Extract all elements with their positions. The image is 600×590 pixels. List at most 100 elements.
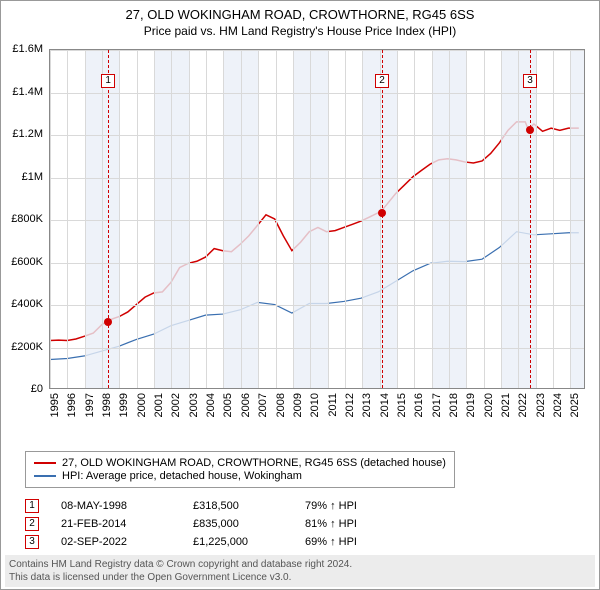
- x-tick-label: 2021: [500, 393, 512, 417]
- hgrid: [50, 220, 584, 221]
- sale-vline: [530, 50, 531, 388]
- x-tick-label: 1995: [49, 393, 61, 417]
- footer-line2: This data is licensed under the Open Gov…: [9, 571, 591, 584]
- sale-row: 3 02-SEP-2022 £1,225,000 69% ↑ HPI: [25, 535, 357, 549]
- sale-pct: 81% ↑ HPI: [305, 518, 357, 530]
- vgrid: [258, 50, 259, 388]
- sale-vline: [382, 50, 383, 388]
- vgrid: [397, 50, 398, 388]
- sales-table: 108-MAY-1998£318,50079% ↑ HPI221-FEB-201…: [25, 495, 357, 553]
- y-tick-label: £0: [31, 383, 43, 395]
- background-band: [570, 50, 585, 388]
- x-tick-label: 2008: [275, 393, 287, 417]
- hgrid: [50, 305, 584, 306]
- x-tick-label: 2012: [344, 393, 356, 417]
- x-tick-label: 2004: [205, 393, 217, 417]
- x-tick-label: 2009: [292, 393, 304, 417]
- x-tick-label: 2007: [257, 393, 269, 417]
- sale-pct: 79% ↑ HPI: [305, 500, 357, 512]
- vgrid: [501, 50, 502, 388]
- x-tick-label: 2019: [465, 393, 477, 417]
- vgrid: [432, 50, 433, 388]
- x-tick-label: 2002: [170, 393, 182, 417]
- y-tick-label: £1.2M: [12, 128, 43, 140]
- sale-row: 221-FEB-2014£835,00081% ↑ HPI: [25, 517, 357, 531]
- vgrid: [553, 50, 554, 388]
- sale-marker-box: 2: [375, 74, 389, 88]
- vgrid: [293, 50, 294, 388]
- footer: Contains HM Land Registry data © Crown c…: [5, 555, 595, 587]
- vgrid: [102, 50, 103, 388]
- vgrid: [189, 50, 190, 388]
- vgrid: [154, 50, 155, 388]
- title-subtitle: Price paid vs. HM Land Registry's House …: [1, 24, 599, 38]
- vgrid: [223, 50, 224, 388]
- y-tick-label: £1M: [22, 171, 43, 183]
- vgrid: [414, 50, 415, 388]
- vgrid: [276, 50, 277, 388]
- x-tick-label: 2006: [240, 393, 252, 417]
- x-tick-label: 2022: [517, 393, 529, 417]
- y-tick-label: £400K: [11, 298, 43, 310]
- y-tick-label: £200K: [11, 341, 43, 353]
- vgrid: [328, 50, 329, 388]
- sale-marker-box: 1: [101, 74, 115, 88]
- sale-number-box: 3: [25, 535, 39, 549]
- sale-date: 08-MAY-1998: [61, 500, 171, 512]
- sale-pct: 69% ↑ HPI: [305, 536, 357, 548]
- chart: 123 £0£200K£400K£600K£800K£1M£1.2M£1.4M£…: [49, 49, 585, 409]
- legend-item: 27, OLD WOKINGHAM ROAD, CROWTHORNE, RG45…: [34, 457, 446, 469]
- x-tick-label: 2013: [361, 393, 373, 417]
- vgrid: [67, 50, 68, 388]
- x-tick-label: 2024: [552, 393, 564, 417]
- vgrid: [50, 50, 51, 388]
- sale-marker-dot: [378, 209, 386, 217]
- sale-date: 02-SEP-2022: [61, 536, 171, 548]
- vgrid: [206, 50, 207, 388]
- x-tick-label: 2001: [153, 393, 165, 417]
- x-tick-label: 2000: [136, 393, 148, 417]
- vgrid: [536, 50, 537, 388]
- x-tick-label: 2014: [379, 393, 391, 417]
- sale-marker-box: 3: [523, 74, 537, 88]
- sale-marker-dot: [104, 318, 112, 326]
- title-address: 27, OLD WOKINGHAM ROAD, CROWTHORNE, RG45…: [1, 7, 599, 22]
- legend-label: HPI: Average price, detached house, Woki…: [62, 470, 302, 482]
- hgrid: [50, 178, 584, 179]
- hgrid: [50, 348, 584, 349]
- vgrid: [449, 50, 450, 388]
- chart-container: 27, OLD WOKINGHAM ROAD, CROWTHORNE, RG45…: [0, 0, 600, 590]
- hgrid: [50, 50, 584, 51]
- y-tick-label: £800K: [11, 213, 43, 225]
- sale-vline: [108, 50, 109, 388]
- sale-marker-dot: [526, 126, 534, 134]
- sale-date: 21-FEB-2014: [61, 518, 171, 530]
- vgrid: [137, 50, 138, 388]
- sale-number-box: 2: [25, 517, 39, 531]
- y-tick-label: £600K: [11, 256, 43, 268]
- vgrid: [362, 50, 363, 388]
- vgrid: [171, 50, 172, 388]
- titles: 27, OLD WOKINGHAM ROAD, CROWTHORNE, RG45…: [1, 1, 599, 38]
- vgrid: [380, 50, 381, 388]
- sale-row: 108-MAY-1998£318,50079% ↑ HPI: [25, 499, 357, 513]
- x-tick-label: 2020: [483, 393, 495, 417]
- x-tick-label: 2016: [413, 393, 425, 417]
- legend: 27, OLD WOKINGHAM ROAD, CROWTHORNE, RG45…: [25, 451, 455, 488]
- vgrid: [241, 50, 242, 388]
- hgrid: [50, 135, 584, 136]
- x-tick-label: 1997: [84, 393, 96, 417]
- vgrid: [570, 50, 571, 388]
- vgrid: [466, 50, 467, 388]
- x-tick-label: 2025: [569, 393, 581, 417]
- sale-price: £1,225,000: [193, 536, 283, 548]
- y-tick-label: £1.6M: [12, 43, 43, 55]
- vgrid: [484, 50, 485, 388]
- x-tick-label: 2015: [396, 393, 408, 417]
- vgrid: [518, 50, 519, 388]
- sale-number-box: 1: [25, 499, 39, 513]
- vgrid: [345, 50, 346, 388]
- vgrid: [310, 50, 311, 388]
- x-tick-label: 1999: [118, 393, 130, 417]
- x-tick-label: 2005: [222, 393, 234, 417]
